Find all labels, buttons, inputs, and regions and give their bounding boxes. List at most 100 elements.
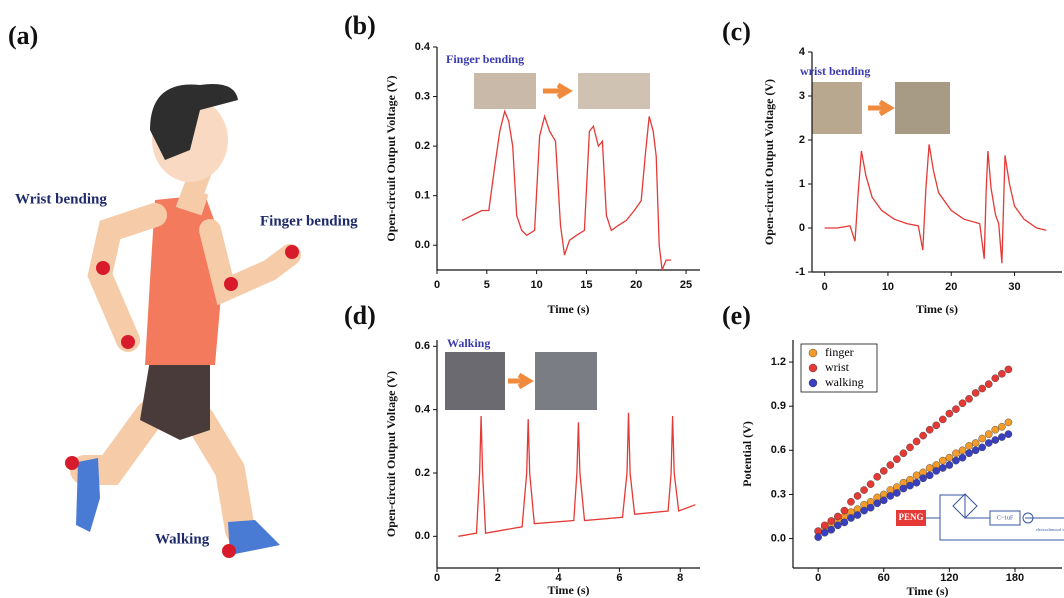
data-point [972,439,979,446]
data-point [906,482,913,489]
x-axis-label: Time (s) [547,583,589,597]
y-tick-label: 0.0 [415,530,430,542]
x-tick-label: 10 [882,281,894,293]
data-point [926,472,933,479]
data-point [920,432,927,439]
annotation: Walking [447,336,490,350]
y-axis-label: Open-circuit Output Voltage (V) [762,79,776,245]
panel-label: (b) [344,11,376,40]
inset-label: electrochemical workstation [1036,527,1064,532]
panel-label: (e) [722,301,751,330]
inset-label: PENG [898,512,923,522]
data-point [900,450,907,457]
data-point [834,513,841,520]
data-point [887,492,894,499]
x-tick-label: 60 [878,572,890,584]
data-point [834,522,841,529]
data-point [854,492,861,499]
y-tick-label: 0.0 [771,532,786,544]
x-tick-label: 0 [822,281,828,293]
annotation: Finger bending [446,52,524,66]
data-point [933,467,940,474]
illustration-label: Finger bending [260,213,358,229]
data-point [847,514,854,521]
x-tick-label: 0 [815,572,821,584]
legend-marker [809,349,817,357]
data-point [972,447,979,454]
y-tick-label: 3 [799,90,805,102]
x-axis-label: Time (s) [906,584,948,598]
data-point [828,526,835,533]
x-axis-label: Time (s) [916,302,958,316]
data-point [887,461,894,468]
data-point [959,454,966,461]
figure: (a) (b) (c) (d) (e) Wrist bending Finger… [0,0,1064,598]
panel-label: (a) [8,21,38,50]
data-point [828,517,835,524]
data-point [926,464,933,471]
y-tick-label: 0.4 [415,404,431,416]
data-point [933,422,940,429]
data-point [906,444,913,451]
data-point [979,385,986,392]
y-tick-label: 2 [799,134,805,146]
data-point [926,426,933,433]
data-point [874,500,881,507]
data-point [841,507,848,514]
x-tick-label: 25 [680,279,692,291]
y-axis-label: Open-circuit Output Voltage (V) [384,371,398,537]
data-point [939,416,946,423]
data-point [847,498,854,505]
data-point [965,442,972,449]
data-point [867,481,874,488]
x-tick-label: 0 [434,279,440,291]
y-tick-label: 0.6 [771,444,786,456]
signal-line [458,413,695,537]
data-point [998,423,1005,430]
y-tick-label: 0.1 [415,190,430,202]
y-tick-label: 0.3 [415,90,430,102]
data-point [939,457,946,464]
data-point [913,472,920,479]
y-axis-label: Potential (V) [740,421,754,487]
data-point [860,507,867,514]
x-tick-label: 180 [1006,572,1024,584]
data-point [913,479,920,486]
inset-label: C~1uF [997,515,1014,521]
y-tick-label: 0.4 [415,41,431,53]
data-point [841,519,848,526]
data-point [965,450,972,457]
data-point [952,406,959,413]
x-axis-label: Time (s) [547,302,589,316]
data-point [985,439,992,446]
y-tick-label: 0.3 [771,488,786,500]
y-tick-label: -1 [795,266,805,278]
y-tick-label: 4 [799,46,806,58]
legend-label: finger [825,345,854,359]
x-tick-label: 6 [616,572,622,584]
data-point [867,504,874,511]
data-point [946,454,953,461]
annotation: wrist bending [800,64,870,78]
data-point [952,450,959,457]
x-tick-label: 10 [530,279,542,291]
signal-line [462,111,671,270]
x-tick-label: 5 [484,279,490,291]
data-point [854,511,861,518]
data-point [959,447,966,454]
x-tick-label: 20 [945,281,957,293]
data-point [992,436,999,443]
data-point [985,381,992,388]
x-tick-label: 20 [630,279,642,291]
data-point [972,389,979,396]
y-tick-label: 0.9 [771,400,786,412]
data-point [880,467,887,474]
data-point [821,529,828,536]
data-point [979,444,986,451]
data-point [880,497,887,504]
legend-label: walking [825,375,864,389]
data-point [1005,366,1012,373]
data-point [965,395,972,402]
walking-figure [65,84,299,558]
x-tick-label: 8 [677,572,683,584]
